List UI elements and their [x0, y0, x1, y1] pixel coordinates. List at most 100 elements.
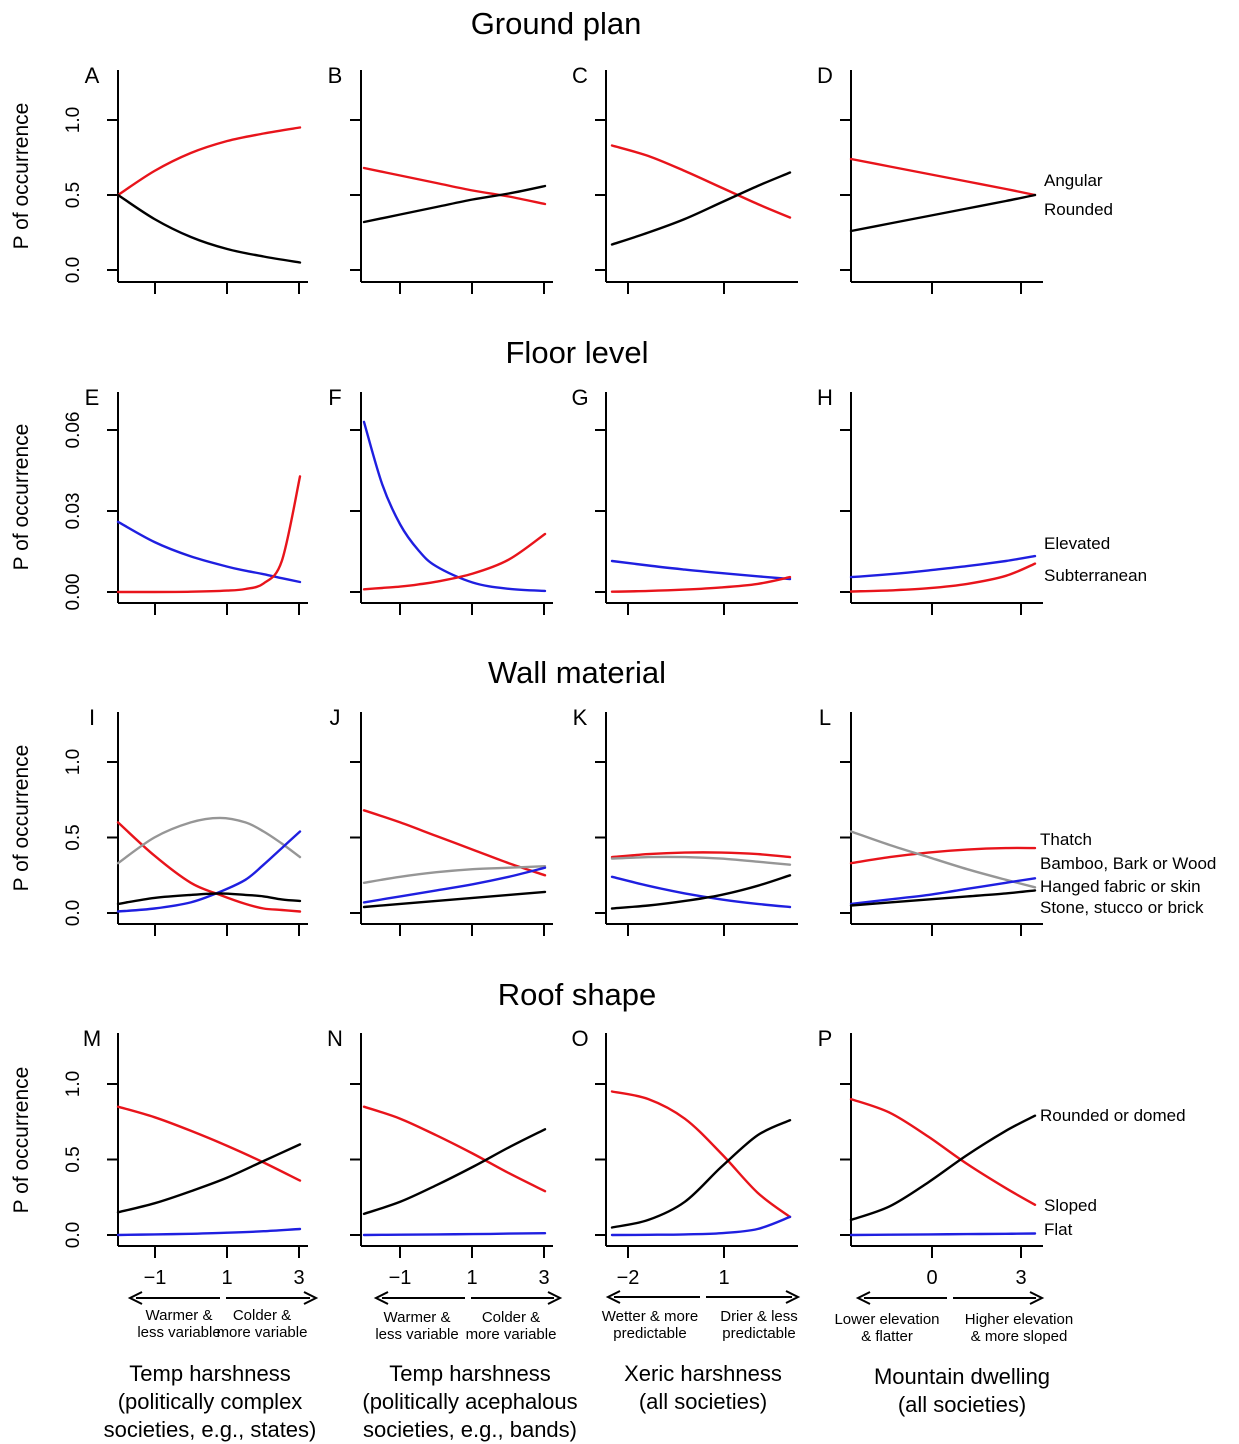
panel-letter: O	[571, 1026, 588, 1051]
arrow-gap	[700, 1293, 706, 1301]
x-tick-label: 3	[1015, 1267, 1026, 1289]
panels: A0.00.51.0B C DE0.000.030.06F G HI0.00.51.0J…	[63, 63, 1043, 1289]
x-tick-label: 1	[466, 1267, 477, 1289]
series-line-black	[362, 184, 547, 224]
series-line-black	[610, 1119, 792, 1229]
y-axis-title: P of occurrence	[10, 103, 33, 250]
arrow-label-left: Wetter & more	[602, 1308, 698, 1325]
x-tick-label: −1	[144, 1267, 167, 1289]
panel-n: N −1 1 3	[327, 1026, 553, 1289]
row-title: Floor level	[506, 335, 649, 370]
direction-arrow	[855, 1291, 1045, 1305]
arrow-label-right: predictable	[722, 1325, 795, 1342]
series-line-black	[610, 874, 792, 910]
series-line-gray	[610, 855, 792, 866]
arrow-head-left	[605, 1290, 621, 1304]
x-axis-title: (all societies)	[898, 1392, 1026, 1417]
series-line-blue	[116, 1227, 302, 1237]
legends: Angular Rounded Elevated Subterranean Thatch…	[1040, 171, 1216, 1239]
y-axis-title: P of occurrence	[10, 424, 33, 571]
arrow-label-left: Warmer &	[146, 1307, 213, 1324]
series-line-red	[849, 1097, 1037, 1206]
arrow-label-right: Colder &	[482, 1309, 540, 1326]
panel-letter: P	[818, 1026, 833, 1051]
panel-letter: B	[328, 63, 343, 88]
x-tick-label: 0	[926, 1267, 937, 1289]
series-line-red	[849, 562, 1037, 593]
series-line-black	[116, 193, 302, 264]
panel-j: J	[330, 705, 553, 936]
series-line-red	[610, 575, 792, 593]
direction-arrow	[373, 1291, 563, 1305]
legend-label: Hanged fabric or skin	[1040, 877, 1201, 896]
series-line-black	[849, 193, 1037, 233]
series-line-red	[849, 157, 1037, 197]
panel-d: D	[817, 63, 1043, 294]
y-tick-label: 0.5	[63, 182, 84, 208]
panel-letter: J	[330, 705, 341, 730]
legend-label: Angular	[1044, 171, 1103, 190]
panel-e: E 0.00 0.03 0.06	[63, 385, 308, 615]
panel-k: K	[573, 705, 798, 936]
series-line-blue	[116, 520, 302, 584]
arrow-head-right	[303, 1291, 319, 1305]
y-axis-title: P of occurrence	[10, 1067, 33, 1214]
panel-letter: M	[83, 1026, 101, 1051]
panel-c: C	[572, 63, 798, 294]
arrow-label-left: & flatter	[861, 1328, 913, 1345]
arrow-label-right: more variable	[466, 1326, 557, 1343]
x-axis-title: Mountain dwelling	[874, 1364, 1050, 1389]
arrow-label-right: Drier & less	[720, 1308, 798, 1325]
y-tick-label: 0.0	[63, 257, 84, 283]
arrow-label-left: less variable	[137, 1324, 220, 1341]
legend-label: Thatch	[1040, 830, 1092, 849]
series-line-black	[116, 892, 302, 906]
panel-h: H	[817, 385, 1043, 615]
series-line-blue	[116, 830, 302, 913]
arrow-head-left	[373, 1291, 389, 1305]
arrow-head-right	[547, 1291, 563, 1305]
panel-letter: E	[85, 385, 100, 410]
series-line-black	[362, 890, 547, 909]
direction-arrow	[127, 1291, 319, 1305]
panel-f: F	[328, 385, 553, 615]
y-tick-label: 0.03	[63, 493, 84, 530]
legend-label: Bamboo, Bark or Wood	[1040, 854, 1216, 873]
series-line-red	[610, 144, 792, 219]
arrow-gap	[465, 1294, 471, 1302]
panel-letter: N	[327, 1026, 343, 1051]
legend-label: Stone, stucco or brick	[1040, 898, 1204, 917]
arrow-label-left: Lower elevation	[834, 1311, 939, 1328]
y-tick-label: 0.06	[63, 412, 84, 449]
arrow-gap	[220, 1294, 226, 1302]
x-axis-title: societies, e.g., bands)	[363, 1417, 577, 1442]
y-tick-label: 1.0	[63, 1071, 84, 1097]
arrow-gap	[947, 1294, 953, 1302]
y-axis-titles: P of occurrence P of occurrence P of occur…	[10, 103, 33, 1214]
series-line-red	[116, 821, 302, 913]
arrow-head-right	[785, 1290, 801, 1304]
panel-letter: D	[817, 63, 833, 88]
series-line-blue	[362, 866, 547, 904]
series-line-black	[116, 1143, 302, 1214]
x-tick-label: 1	[221, 1267, 232, 1289]
panel-letter: L	[819, 705, 831, 730]
panel-a: A 0.0 0.5 1.0	[63, 63, 308, 294]
legend-label: Flat	[1044, 1220, 1073, 1239]
arrow-label-right: Colder &	[233, 1307, 291, 1324]
arrow-head-left	[855, 1291, 871, 1305]
x-tick-label: 3	[293, 1267, 304, 1289]
x-tick-label: 3	[538, 1267, 549, 1289]
direction-arrow	[605, 1290, 801, 1304]
series-line-blue	[849, 554, 1037, 579]
x-axis-title: (all societies)	[639, 1389, 767, 1414]
panel-letter: A	[85, 63, 100, 88]
y-tick-label: 0.0	[63, 900, 84, 926]
arrow-head-right	[1029, 1291, 1045, 1305]
y-tick-label: 0.5	[63, 824, 84, 850]
panel-b: B	[328, 63, 553, 294]
series-line-red	[116, 126, 302, 197]
series-line-blue	[849, 877, 1037, 906]
y-tick-label: 1.0	[63, 107, 84, 133]
